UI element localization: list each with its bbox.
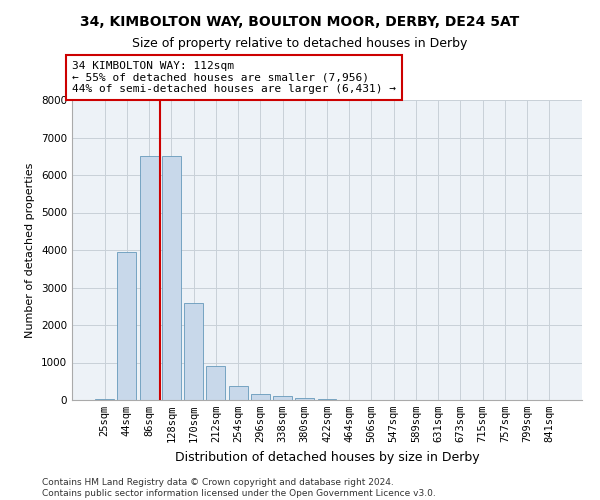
Text: Contains HM Land Registry data © Crown copyright and database right 2024.
Contai: Contains HM Land Registry data © Crown c… [42,478,436,498]
Text: Size of property relative to detached houses in Derby: Size of property relative to detached ho… [133,38,467,51]
Y-axis label: Number of detached properties: Number of detached properties [25,162,35,338]
X-axis label: Distribution of detached houses by size in Derby: Distribution of detached houses by size … [175,450,479,464]
Bar [95,398,114,400]
Bar [140,156,158,400]
Bar [317,398,337,400]
Bar [162,156,181,400]
Bar [229,386,248,400]
Text: 34 KIMBOLTON WAY: 112sqm
← 55% of detached houses are smaller (7,956)
44% of sem: 34 KIMBOLTON WAY: 112sqm ← 55% of detach… [72,61,396,94]
Bar [184,302,203,400]
Text: 34, KIMBOLTON WAY, BOULTON MOOR, DERBY, DE24 5AT: 34, KIMBOLTON WAY, BOULTON MOOR, DERBY, … [80,15,520,29]
Bar [118,252,136,400]
Bar [273,396,292,400]
Bar [206,366,225,400]
Bar [251,394,270,400]
Bar [295,398,314,400]
